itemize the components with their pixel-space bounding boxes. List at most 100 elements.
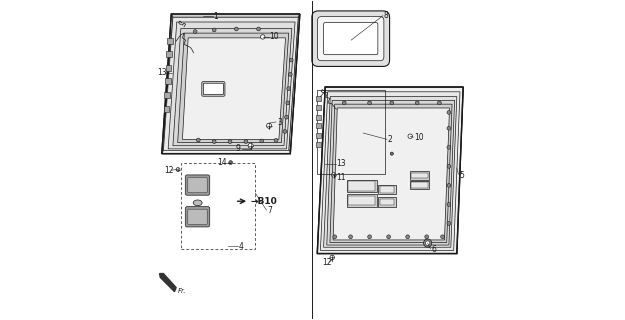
Circle shape: [441, 235, 444, 239]
FancyBboxPatch shape: [379, 185, 396, 194]
Polygon shape: [168, 22, 295, 149]
FancyBboxPatch shape: [316, 142, 321, 147]
FancyBboxPatch shape: [167, 38, 172, 44]
Polygon shape: [454, 87, 463, 253]
FancyBboxPatch shape: [316, 96, 321, 101]
Text: 11: 11: [337, 173, 346, 182]
Polygon shape: [318, 87, 328, 253]
FancyBboxPatch shape: [318, 17, 384, 61]
FancyBboxPatch shape: [379, 197, 396, 207]
Polygon shape: [324, 97, 457, 247]
Text: 10: 10: [414, 133, 424, 142]
Ellipse shape: [193, 200, 202, 206]
FancyBboxPatch shape: [316, 115, 321, 120]
Circle shape: [266, 123, 272, 128]
FancyBboxPatch shape: [203, 83, 223, 95]
FancyBboxPatch shape: [348, 181, 375, 191]
Circle shape: [213, 28, 216, 32]
FancyBboxPatch shape: [316, 123, 321, 128]
FancyBboxPatch shape: [347, 194, 377, 207]
Text: 1: 1: [214, 12, 218, 21]
FancyBboxPatch shape: [164, 92, 170, 98]
FancyBboxPatch shape: [166, 51, 172, 57]
FancyBboxPatch shape: [347, 180, 377, 192]
Circle shape: [283, 130, 287, 133]
Circle shape: [286, 101, 289, 105]
Text: 5: 5: [459, 171, 464, 180]
Circle shape: [274, 139, 278, 142]
Text: →B10: →B10: [251, 197, 278, 206]
Circle shape: [390, 101, 394, 105]
Polygon shape: [289, 14, 300, 152]
Circle shape: [447, 145, 451, 149]
Polygon shape: [182, 38, 286, 140]
Text: 14: 14: [217, 158, 227, 167]
Circle shape: [415, 101, 419, 105]
FancyBboxPatch shape: [411, 182, 428, 188]
Circle shape: [368, 235, 371, 239]
Circle shape: [424, 239, 432, 247]
Circle shape: [447, 221, 451, 225]
FancyBboxPatch shape: [348, 196, 375, 205]
Polygon shape: [173, 28, 292, 146]
Circle shape: [447, 203, 451, 206]
FancyBboxPatch shape: [411, 173, 428, 178]
Text: Fr.: Fr.: [177, 288, 186, 294]
Circle shape: [176, 168, 180, 172]
Text: 8: 8: [384, 11, 389, 20]
Circle shape: [387, 235, 391, 239]
Circle shape: [406, 235, 409, 239]
Text: 3: 3: [277, 118, 282, 127]
FancyBboxPatch shape: [324, 23, 378, 55]
Circle shape: [257, 27, 261, 31]
Circle shape: [193, 30, 197, 33]
Polygon shape: [162, 14, 300, 154]
FancyBboxPatch shape: [316, 133, 321, 138]
Circle shape: [447, 183, 451, 187]
Circle shape: [229, 161, 232, 164]
Polygon shape: [163, 17, 298, 150]
Circle shape: [349, 235, 352, 239]
Polygon shape: [318, 87, 463, 253]
Polygon shape: [321, 92, 460, 251]
Circle shape: [228, 140, 232, 143]
Circle shape: [447, 126, 451, 130]
Circle shape: [425, 235, 429, 239]
Circle shape: [342, 101, 346, 105]
FancyBboxPatch shape: [185, 207, 210, 227]
Bar: [318, 90, 386, 174]
Circle shape: [447, 164, 451, 168]
Text: 12: 12: [164, 166, 174, 175]
Text: 6: 6: [431, 245, 436, 254]
Text: 10: 10: [269, 32, 279, 41]
Bar: [181, 163, 256, 249]
Circle shape: [390, 152, 393, 155]
FancyBboxPatch shape: [380, 186, 394, 193]
Polygon shape: [333, 108, 449, 240]
Polygon shape: [330, 104, 452, 243]
Circle shape: [213, 140, 216, 143]
Circle shape: [332, 235, 337, 239]
FancyBboxPatch shape: [188, 178, 207, 193]
Circle shape: [248, 143, 253, 148]
FancyBboxPatch shape: [312, 11, 389, 67]
Text: 9: 9: [236, 144, 241, 153]
FancyBboxPatch shape: [185, 175, 210, 195]
FancyBboxPatch shape: [380, 199, 394, 205]
Circle shape: [447, 110, 451, 114]
Circle shape: [261, 35, 265, 39]
Circle shape: [438, 101, 441, 105]
FancyBboxPatch shape: [202, 82, 225, 96]
Polygon shape: [159, 274, 176, 292]
Text: 7: 7: [268, 206, 272, 215]
FancyBboxPatch shape: [188, 209, 207, 224]
Text: 13: 13: [157, 68, 167, 77]
Circle shape: [196, 138, 200, 142]
Text: 13: 13: [336, 159, 346, 168]
Polygon shape: [327, 100, 454, 245]
Circle shape: [284, 115, 288, 119]
FancyBboxPatch shape: [316, 105, 321, 110]
Circle shape: [426, 241, 430, 245]
Circle shape: [287, 87, 291, 91]
Polygon shape: [325, 87, 463, 92]
